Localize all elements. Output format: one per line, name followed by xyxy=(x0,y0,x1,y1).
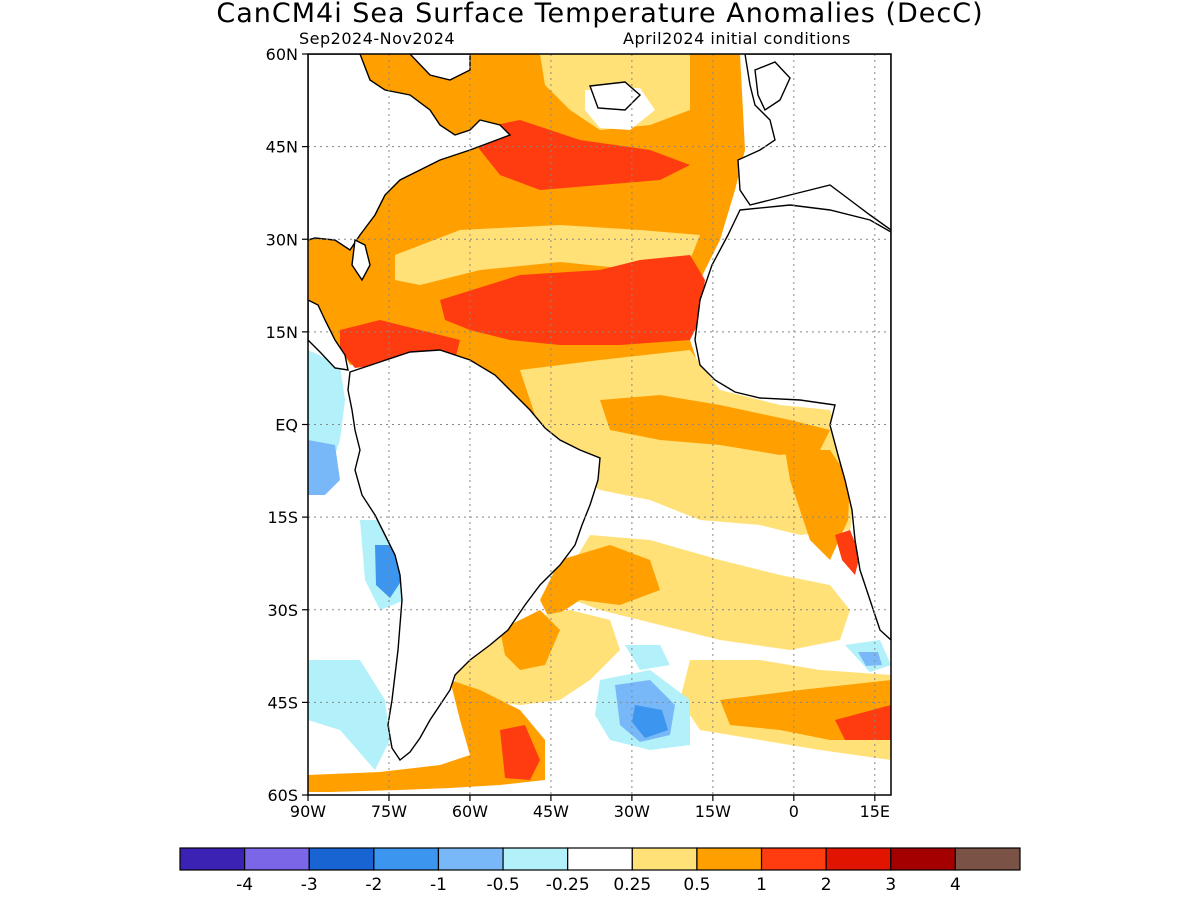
anomaly-region-tropical-atlantic xyxy=(520,350,855,535)
longitude-axis: 90W 75W 60W 45W 30W 15W 0 15E xyxy=(290,795,890,821)
colorbar-label: -0.5 xyxy=(486,875,519,895)
lat-tick-label: 30S xyxy=(267,601,298,620)
colorbar-label: 2 xyxy=(821,875,832,895)
lat-tick-label: 30N xyxy=(266,230,298,249)
colorbar-swatch xyxy=(696,847,763,871)
colorbar-label: 0.25 xyxy=(613,875,651,895)
lon-tick-label: 45W xyxy=(533,802,569,821)
anomaly-region-cold-south-atlantic-center xyxy=(632,705,668,738)
colorbar-swatch xyxy=(631,847,698,871)
map-title: CanCM4i Sea Surface Temperature Anomalie… xyxy=(216,0,984,29)
latitude-axis: 60N 45N 30N 15N EQ 15S 30S 45S 60S xyxy=(266,45,308,805)
forecast-period: Sep2024-Nov2024 xyxy=(299,29,456,48)
anomaly-region-southern-band-east-hot xyxy=(835,705,891,740)
initial-conditions: April2024 initial conditions xyxy=(623,29,851,48)
anomaly-region-equatorial-band xyxy=(600,395,830,455)
anomaly-region-falklands xyxy=(500,725,540,780)
lat-tick-label: 15S xyxy=(267,508,298,527)
colorbar-swatch xyxy=(437,847,504,871)
anomaly-region-chile-south xyxy=(308,660,390,770)
colorbar: -4 -3 -2 -1 -0.5 -0.25 0.25 0.5 1 2 3 4 xyxy=(179,847,1021,895)
florida-land xyxy=(351,238,371,282)
graticule xyxy=(308,54,891,795)
lon-tick-label: 15W xyxy=(695,802,731,821)
colorbar-swatch xyxy=(179,847,246,871)
colorbar-label: -3 xyxy=(301,875,318,895)
colorbar-label: 4 xyxy=(950,875,961,895)
lon-tick-label: 30W xyxy=(614,802,650,821)
colorbar-label: 0.5 xyxy=(683,875,710,895)
colorbar-label: -2 xyxy=(365,875,382,895)
anomaly-region-angola xyxy=(785,450,850,560)
anomaly-region-patagonia-shelf xyxy=(308,680,545,792)
lat-tick-label: 60N xyxy=(266,45,298,64)
anomaly-region-main-development xyxy=(440,255,705,345)
north-america-land xyxy=(308,54,512,251)
greenland-land xyxy=(409,54,471,81)
colorbar-swatch xyxy=(760,847,827,871)
anomaly-field xyxy=(308,54,891,792)
colorbar-label: -4 xyxy=(236,875,253,895)
colorbar-swatch xyxy=(954,847,1021,871)
lon-tick-label: 0 xyxy=(789,802,799,821)
lon-tick-label: 60W xyxy=(452,802,488,821)
british-isles-land xyxy=(754,61,791,112)
central-america-land xyxy=(308,299,349,371)
anomaly-region-benguela xyxy=(835,530,860,575)
land-masses xyxy=(308,54,891,762)
south-america-land xyxy=(347,349,601,762)
anomaly-region-pacific-coast-north-core xyxy=(308,440,340,495)
africa-land xyxy=(694,204,891,641)
anomaly-region-confluence-core xyxy=(500,610,560,670)
iceland-land xyxy=(589,81,642,111)
colorbar-swatch xyxy=(825,847,892,871)
colorbar-swatch xyxy=(308,847,375,871)
anomaly-region-subtropical-band xyxy=(395,225,700,285)
lon-tick-label: 90W xyxy=(290,802,326,821)
lat-tick-label: 45S xyxy=(267,693,298,712)
colorbar-swatch xyxy=(244,847,310,871)
anomaly-region-gulf-of-mexico xyxy=(308,235,360,310)
lon-tick-label: 15E xyxy=(860,802,890,821)
lat-tick-label: 60S xyxy=(267,786,298,805)
colorbar-label: 1 xyxy=(756,875,767,895)
lat-tick-label: 15N xyxy=(266,323,298,342)
anomaly-region-cold-patch-east-core xyxy=(858,652,882,666)
colorbar-label: -0.25 xyxy=(546,875,590,895)
colorbar-swatch xyxy=(373,847,440,871)
lat-tick-label: 45N xyxy=(266,138,298,157)
colorbar-label: 3 xyxy=(885,875,896,895)
colorbar-swatch xyxy=(890,847,956,871)
anomaly-region-gulf-stream xyxy=(470,120,690,190)
lat-tick-label: EQ xyxy=(275,416,298,435)
colorbar-swatch xyxy=(567,847,633,871)
lon-tick-label: 75W xyxy=(371,802,407,821)
colorbar-swatch xyxy=(502,847,569,871)
anomaly-region-brazil-current xyxy=(540,545,660,620)
anomaly-region-cold-patch-north xyxy=(625,645,670,670)
colorbar-label: -1 xyxy=(430,875,447,895)
